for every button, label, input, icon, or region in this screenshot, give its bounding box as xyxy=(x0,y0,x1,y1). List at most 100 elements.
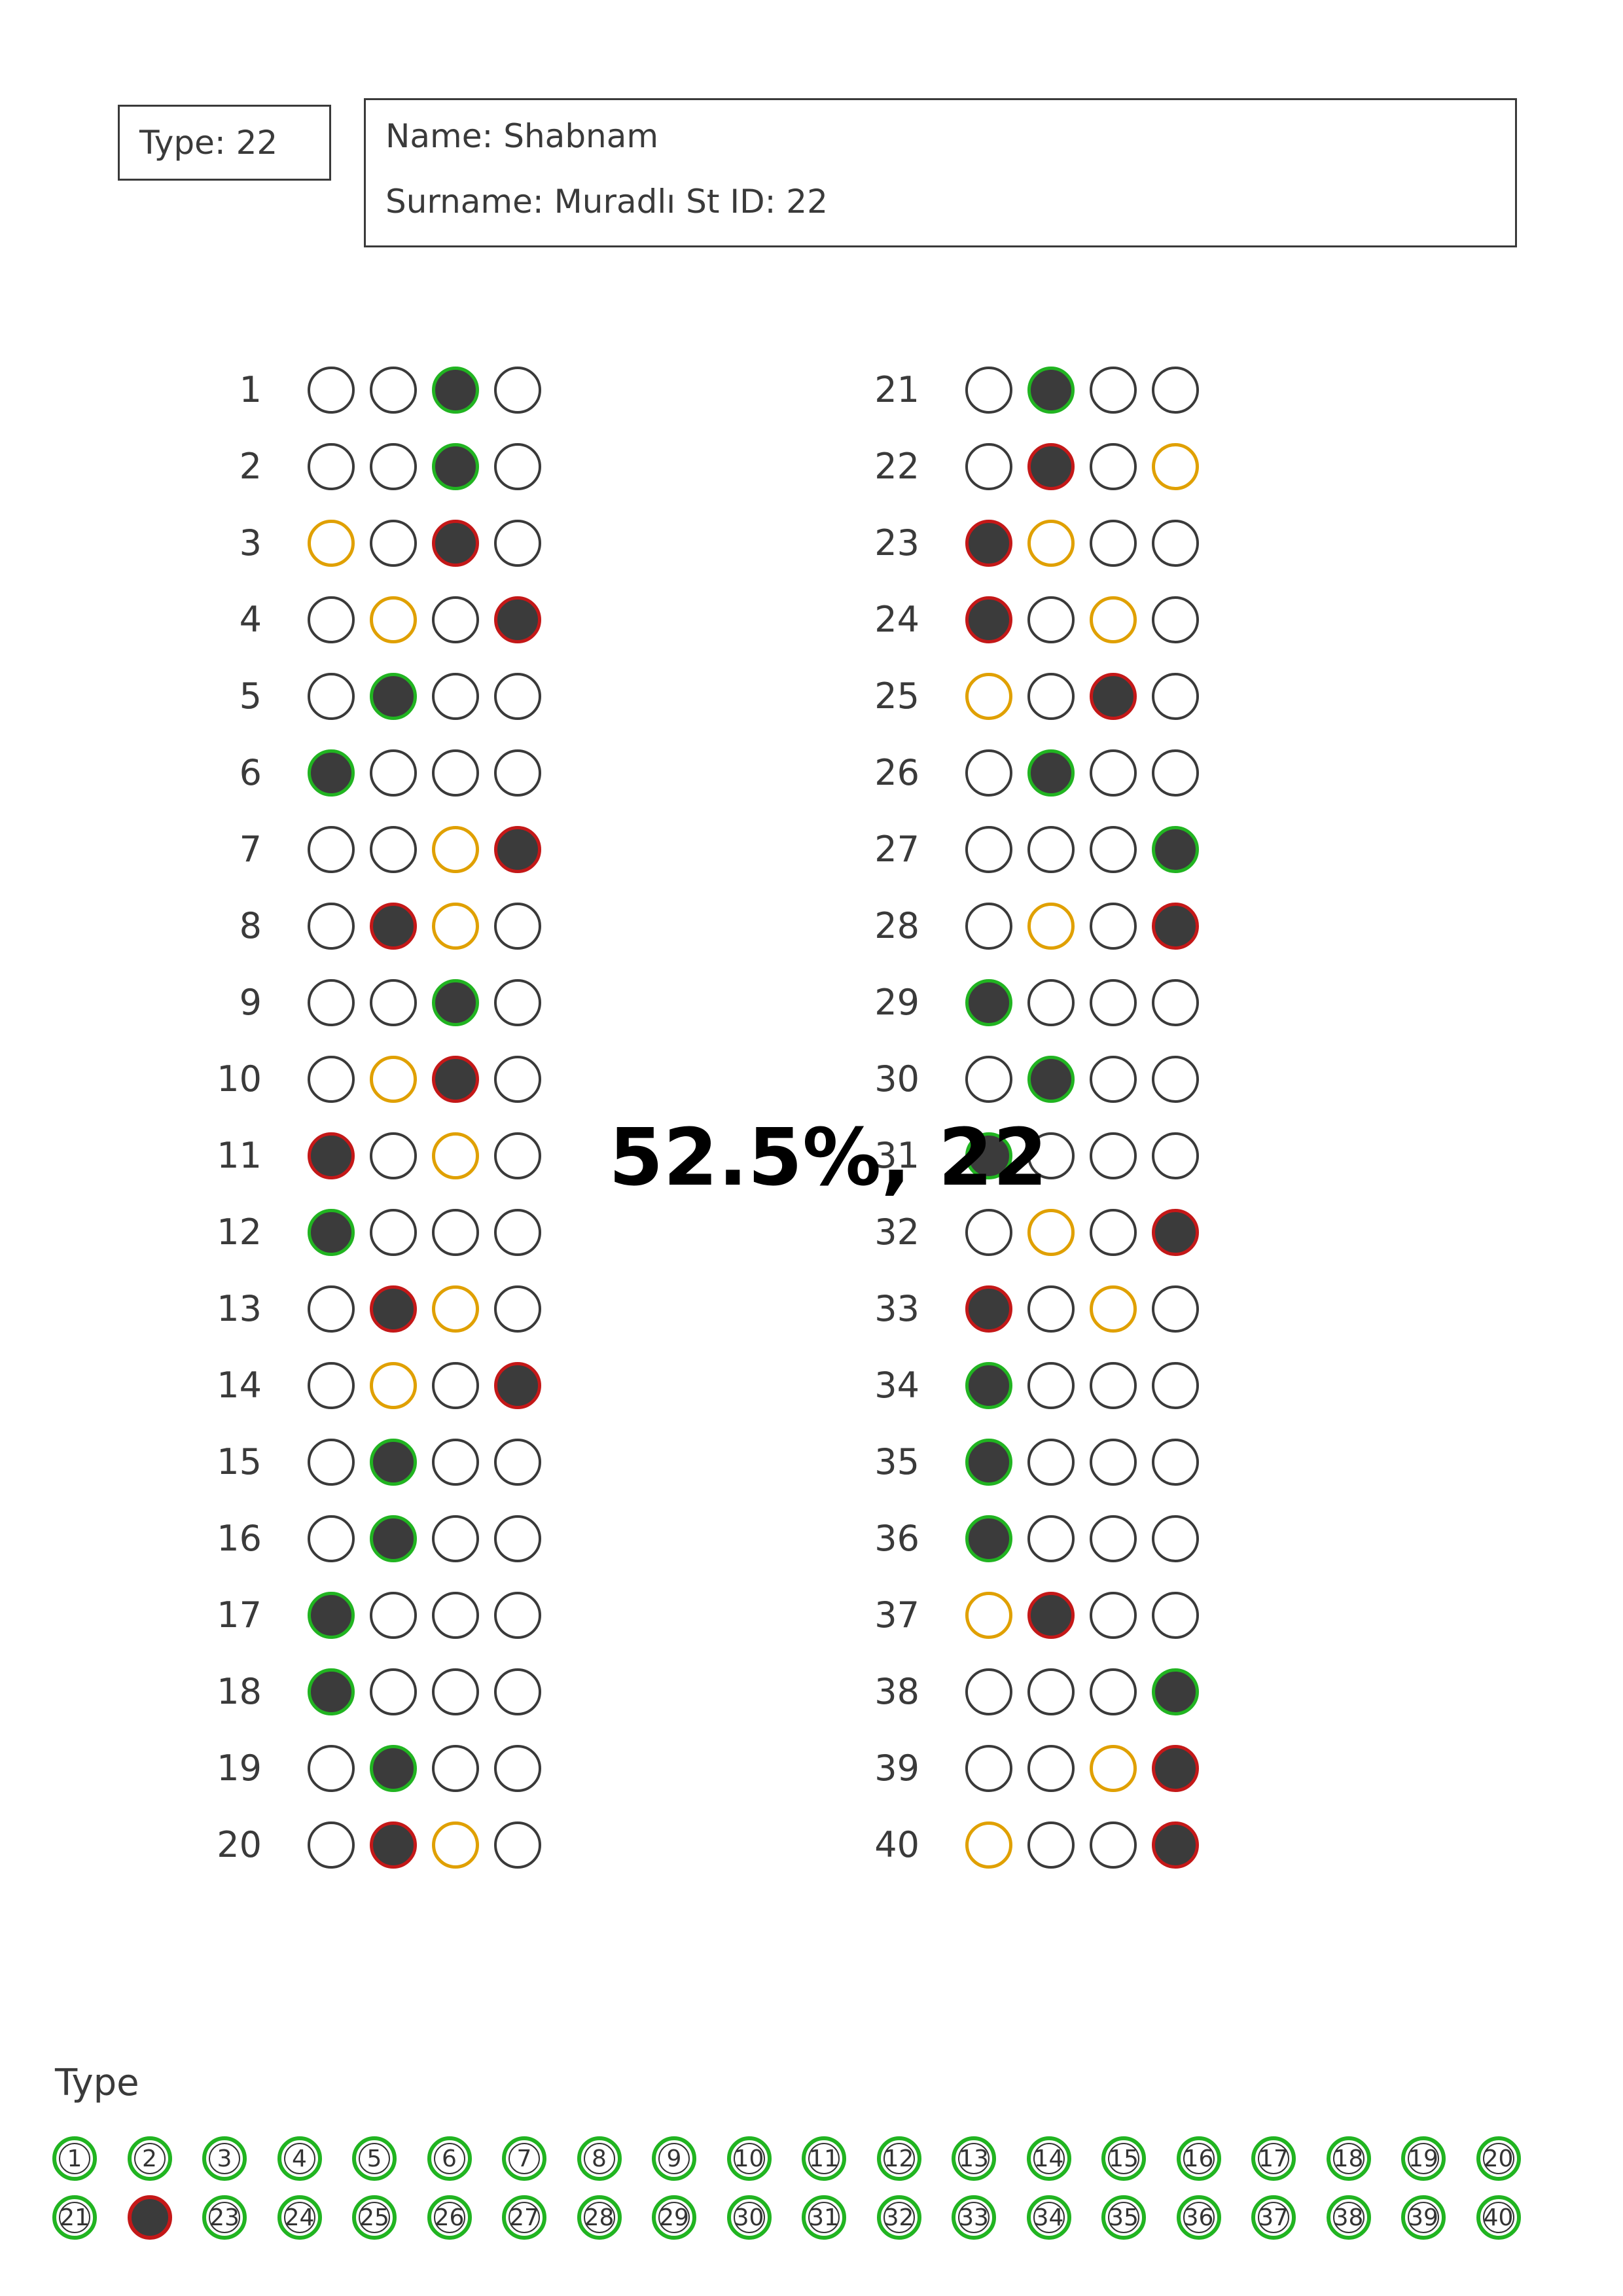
answer-bubble-12-2[interactable] xyxy=(370,1209,417,1256)
answer-bubble-22-3[interactable] xyxy=(1090,443,1137,490)
answer-bubble-35-3[interactable] xyxy=(1090,1439,1137,1486)
answer-bubble-5-2[interactable] xyxy=(370,673,417,720)
answer-bubble-9-1[interactable] xyxy=(308,979,355,1026)
type-bubble-9[interactable]: 9 xyxy=(652,2136,696,2181)
answer-bubble-23-1[interactable] xyxy=(965,520,1012,567)
type-bubble-15[interactable]: 15 xyxy=(1101,2136,1146,2181)
answer-bubble-1-2[interactable] xyxy=(370,367,417,414)
answer-bubble-36-2[interactable] xyxy=(1027,1515,1075,1562)
type-bubble-24[interactable]: 24 xyxy=(277,2195,322,2240)
answer-bubble-19-1[interactable] xyxy=(308,1745,355,1792)
answer-bubble-27-2[interactable] xyxy=(1027,826,1075,873)
answer-bubble-1-3[interactable] xyxy=(432,367,479,414)
type-bubble-31[interactable]: 31 xyxy=(802,2195,846,2240)
answer-bubble-39-4[interactable] xyxy=(1152,1745,1199,1792)
type-bubble-34[interactable]: 34 xyxy=(1026,2195,1071,2240)
answer-bubble-33-4[interactable] xyxy=(1152,1285,1199,1333)
answer-bubble-15-4[interactable] xyxy=(494,1439,541,1486)
answer-bubble-6-1[interactable] xyxy=(308,749,355,797)
answer-bubble-2-3[interactable] xyxy=(432,443,479,490)
answer-bubble-40-3[interactable] xyxy=(1090,1821,1137,1869)
answer-bubble-2-4[interactable] xyxy=(494,443,541,490)
answer-bubble-27-3[interactable] xyxy=(1090,826,1137,873)
type-bubble-30[interactable]: 30 xyxy=(726,2195,772,2240)
answer-bubble-26-4[interactable] xyxy=(1152,749,1199,797)
answer-bubble-14-2[interactable] xyxy=(370,1362,417,1409)
type-bubble-23[interactable]: 23 xyxy=(202,2195,247,2240)
answer-bubble-39-2[interactable] xyxy=(1027,1745,1075,1792)
answer-bubble-38-1[interactable] xyxy=(965,1668,1012,1715)
answer-bubble-17-1[interactable] xyxy=(308,1592,355,1639)
answer-bubble-28-1[interactable] xyxy=(965,903,1012,950)
answer-bubble-7-4[interactable] xyxy=(494,826,541,873)
answer-bubble-15-2[interactable] xyxy=(370,1439,417,1486)
answer-bubble-21-3[interactable] xyxy=(1090,367,1137,414)
answer-bubble-11-4[interactable] xyxy=(494,1132,541,1179)
type-bubble-10[interactable]: 10 xyxy=(726,2136,772,2181)
answer-bubble-19-2[interactable] xyxy=(370,1745,417,1792)
type-bubble-18[interactable]: 18 xyxy=(1326,2136,1371,2181)
answer-bubble-1-1[interactable] xyxy=(308,367,355,414)
answer-bubble-13-4[interactable] xyxy=(494,1285,541,1333)
answer-bubble-24-4[interactable] xyxy=(1152,596,1199,643)
answer-bubble-22-2[interactable] xyxy=(1027,443,1075,490)
answer-bubble-3-3[interactable] xyxy=(432,520,479,567)
answer-bubble-2-2[interactable] xyxy=(370,443,417,490)
answer-bubble-39-3[interactable] xyxy=(1090,1745,1137,1792)
type-bubble-5[interactable]: 5 xyxy=(352,2136,397,2181)
answer-bubble-29-3[interactable] xyxy=(1090,979,1137,1026)
type-bubble-7[interactable]: 7 xyxy=(502,2136,546,2181)
answer-bubble-18-2[interactable] xyxy=(370,1668,417,1715)
type-bubble-2[interactable]: 2 xyxy=(127,2136,172,2181)
answer-bubble-25-2[interactable] xyxy=(1027,673,1075,720)
type-bubble-17[interactable]: 17 xyxy=(1251,2136,1296,2181)
answer-bubble-4-3[interactable] xyxy=(432,596,479,643)
answer-bubble-7-2[interactable] xyxy=(370,826,417,873)
type-bubble-35[interactable]: 35 xyxy=(1101,2195,1146,2240)
answer-bubble-36-3[interactable] xyxy=(1090,1515,1137,1562)
answer-bubble-9-3[interactable] xyxy=(432,979,479,1026)
answer-bubble-31-2[interactable] xyxy=(1027,1132,1075,1179)
answer-bubble-20-4[interactable] xyxy=(494,1821,541,1869)
type-bubble-36[interactable]: 36 xyxy=(1176,2195,1221,2240)
answer-bubble-20-2[interactable] xyxy=(370,1821,417,1869)
answer-bubble-21-4[interactable] xyxy=(1152,367,1199,414)
answer-bubble-15-1[interactable] xyxy=(308,1439,355,1486)
type-bubble-20[interactable]: 20 xyxy=(1476,2136,1521,2181)
answer-bubble-22-1[interactable] xyxy=(965,443,1012,490)
type-bubble-28[interactable]: 28 xyxy=(577,2195,622,2240)
answer-bubble-29-4[interactable] xyxy=(1152,979,1199,1026)
answer-bubble-5-3[interactable] xyxy=(432,673,479,720)
answer-bubble-23-2[interactable] xyxy=(1027,520,1075,567)
answer-bubble-40-1[interactable] xyxy=(965,1821,1012,1869)
answer-bubble-25-4[interactable] xyxy=(1152,673,1199,720)
answer-bubble-11-1[interactable] xyxy=(308,1132,355,1179)
answer-bubble-31-3[interactable] xyxy=(1090,1132,1137,1179)
answer-bubble-32-2[interactable] xyxy=(1027,1209,1075,1256)
answer-bubble-19-4[interactable] xyxy=(494,1745,541,1792)
answer-bubble-28-2[interactable] xyxy=(1027,903,1075,950)
answer-bubble-26-2[interactable] xyxy=(1027,749,1075,797)
answer-bubble-38-3[interactable] xyxy=(1090,1668,1137,1715)
type-bubble-38[interactable]: 38 xyxy=(1326,2195,1371,2240)
answer-bubble-37-2[interactable] xyxy=(1027,1592,1075,1639)
answer-bubble-8-1[interactable] xyxy=(308,903,355,950)
answer-bubble-23-3[interactable] xyxy=(1090,520,1137,567)
answer-bubble-34-4[interactable] xyxy=(1152,1362,1199,1409)
answer-bubble-32-1[interactable] xyxy=(965,1209,1012,1256)
answer-bubble-33-3[interactable] xyxy=(1090,1285,1137,1333)
answer-bubble-16-4[interactable] xyxy=(494,1515,541,1562)
answer-bubble-36-1[interactable] xyxy=(965,1515,1012,1562)
type-bubble-22[interactable] xyxy=(127,2195,172,2240)
answer-bubble-24-3[interactable] xyxy=(1090,596,1137,643)
answer-bubble-8-4[interactable] xyxy=(494,903,541,950)
type-bubble-32[interactable]: 32 xyxy=(876,2195,921,2240)
type-bubble-39[interactable]: 39 xyxy=(1401,2195,1446,2240)
answer-bubble-10-4[interactable] xyxy=(494,1056,541,1103)
answer-bubble-28-4[interactable] xyxy=(1152,903,1199,950)
answer-bubble-18-1[interactable] xyxy=(308,1668,355,1715)
type-bubble-3[interactable]: 3 xyxy=(202,2136,247,2181)
answer-bubble-3-2[interactable] xyxy=(370,520,417,567)
answer-bubble-21-1[interactable] xyxy=(965,367,1012,414)
answer-bubble-40-2[interactable] xyxy=(1027,1821,1075,1869)
